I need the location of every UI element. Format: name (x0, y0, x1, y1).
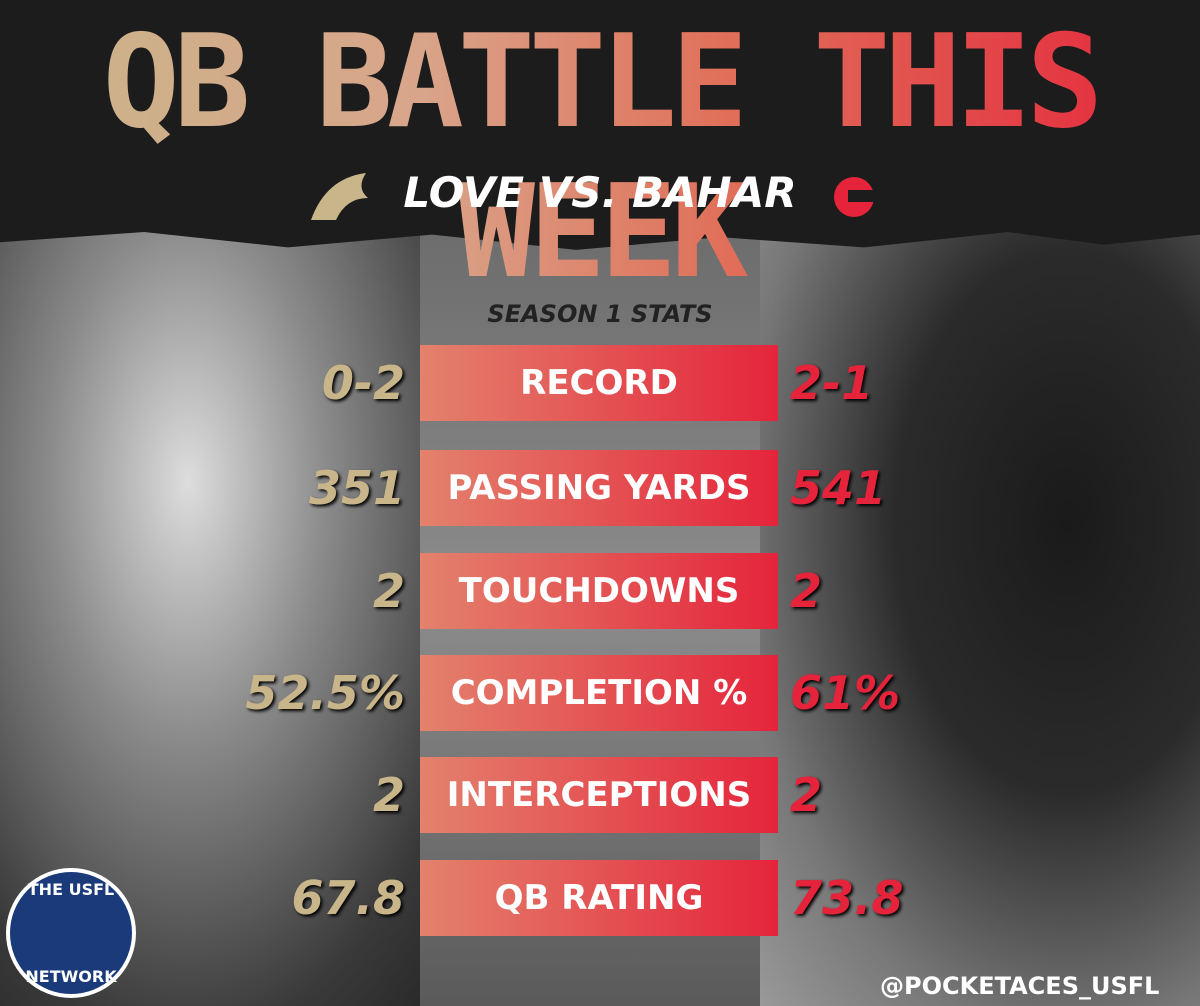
stat-right: 2 (790, 768, 823, 822)
subtitle: LOVE VS. BAHAR (403, 168, 797, 217)
badge: THE USFL NETWORK (6, 868, 136, 998)
stat-left: 52.5% (245, 666, 405, 720)
stat-left: 2 (372, 564, 405, 618)
stat-left: 67.8 (291, 871, 406, 925)
stat-right: 61% (790, 666, 901, 720)
stat-right: 2-1 (790, 356, 874, 410)
title: QB BATTLE THIS WEEK (0, 8, 1200, 308)
stat-label: TOUCHDOWNS (420, 553, 778, 629)
photo-right (760, 200, 1200, 1006)
stat-label: COMPLETION % (420, 655, 778, 731)
stat-left: 351 (308, 461, 405, 515)
stat-right: 73.8 (790, 871, 904, 925)
stat-left: 0-2 (321, 356, 405, 410)
handle: @POCKETACES_USFL (880, 972, 1160, 1000)
stat-label: QB RATING (420, 860, 778, 936)
stat-label: INTERCEPTIONS (420, 757, 778, 833)
stat-right: 541 (790, 461, 887, 515)
badge-bottom: NETWORK (25, 967, 117, 986)
stat-left: 2 (372, 768, 405, 822)
stat-right: 2 (790, 564, 823, 618)
stat-label: PASSING YARDS (420, 450, 778, 526)
badge-top: THE USFL (27, 880, 115, 899)
stats-heading: SEASON 1 STATS (487, 300, 713, 328)
banner (0, 0, 1200, 250)
team-logo-right (834, 177, 874, 217)
team-logo-left (311, 173, 368, 220)
stat-label: RECORD (420, 345, 778, 421)
